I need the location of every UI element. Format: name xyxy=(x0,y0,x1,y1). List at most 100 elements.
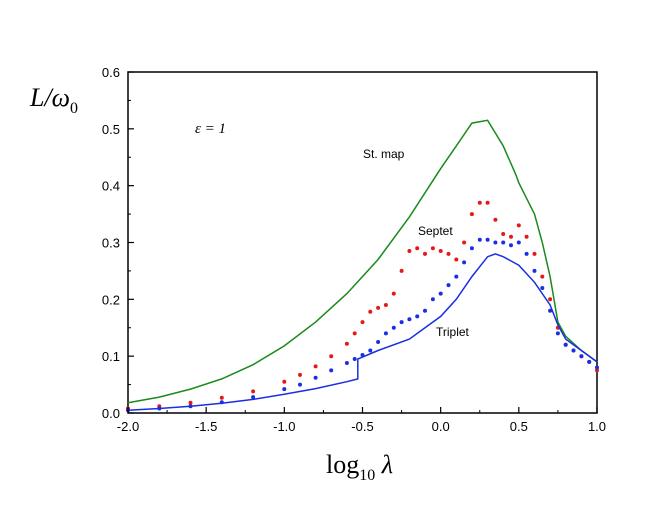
data-point-septet xyxy=(532,251,537,256)
data-point-triplet xyxy=(415,314,420,319)
data-point-septet xyxy=(493,217,498,222)
data-point-triplet xyxy=(251,395,256,400)
x-tick-label: -0.5 xyxy=(351,419,373,434)
x-tick-label: -1.0 xyxy=(273,419,295,434)
data-point-septet xyxy=(391,291,396,296)
data-point-septet xyxy=(501,232,506,236)
data-point-triplet xyxy=(329,368,334,373)
data-point-septet xyxy=(454,257,459,262)
y-tick-label: 0.4 xyxy=(102,179,120,194)
data-point-septet xyxy=(383,303,388,307)
data-point-septet xyxy=(423,251,427,256)
data-point-triplet xyxy=(407,317,412,322)
data-point-triplet xyxy=(454,274,459,279)
data-point-septet xyxy=(313,364,318,369)
data-point-septet xyxy=(407,249,412,253)
data-point-triplet xyxy=(383,331,388,336)
series-layer xyxy=(126,119,599,413)
data-point-septet xyxy=(438,249,443,253)
x-tick-label: 1.0 xyxy=(588,419,606,434)
data-point-septet xyxy=(329,354,334,359)
x-axis-title-sub: 10 xyxy=(359,467,375,484)
x-tick-label: -2.0 xyxy=(117,419,139,434)
x-axis-title: log10 λ xyxy=(326,450,393,484)
data-point-triplet xyxy=(493,240,498,245)
y-tick-label: 0.1 xyxy=(102,349,120,364)
x-tick-label: 0.0 xyxy=(432,419,450,434)
data-point-septet xyxy=(430,246,435,251)
data-point-triplet xyxy=(282,387,287,392)
data-point-triplet xyxy=(563,342,568,347)
data-point-triplet xyxy=(313,375,318,380)
data-point-triplet xyxy=(548,308,553,313)
data-point-septet xyxy=(376,305,381,310)
data-point-septet xyxy=(548,297,553,302)
data-point-triplet xyxy=(376,340,381,344)
data-point-triplet xyxy=(501,240,506,245)
data-point-septet xyxy=(298,372,302,377)
y-tick-label: 0.3 xyxy=(102,236,120,251)
data-point-septet xyxy=(399,268,404,273)
parameter-label: ε = 1 xyxy=(195,121,226,137)
y-tick-label: 0.0 xyxy=(102,406,120,421)
data-point-septet xyxy=(368,309,373,314)
data-point-septet xyxy=(509,234,513,239)
data-point-triplet xyxy=(524,251,529,256)
data-point-septet xyxy=(251,389,256,394)
data-point-triplet xyxy=(540,286,545,290)
data-point-triplet xyxy=(587,359,592,364)
data-point-septet xyxy=(352,331,357,336)
data-point-triplet xyxy=(462,260,467,265)
x-tick-label: 0.5 xyxy=(510,419,528,434)
data-point-septet xyxy=(282,379,287,384)
data-point-septet xyxy=(595,368,599,373)
data-point-septet xyxy=(415,246,420,251)
data-point-septet xyxy=(477,200,482,205)
data-point-triplet xyxy=(477,237,482,242)
data-point-septet xyxy=(462,240,467,245)
series-label-st-map: St. map xyxy=(363,147,405,161)
series-line-triplet xyxy=(127,253,598,411)
data-point-triplet xyxy=(391,325,396,330)
data-point-triplet xyxy=(509,243,513,248)
data-point-triplet xyxy=(352,357,357,361)
data-point-triplet xyxy=(579,354,584,359)
series-label-triplet: Triplet xyxy=(436,325,470,339)
y-tick-label: 0.6 xyxy=(102,65,120,80)
data-point-triplet xyxy=(368,348,373,353)
data-point-septet xyxy=(360,320,365,325)
data-point-septet xyxy=(516,223,521,228)
data-point-triplet xyxy=(423,308,427,313)
data-point-triplet xyxy=(469,246,474,251)
data-point-septet xyxy=(524,234,529,239)
data-point-triplet xyxy=(595,365,599,370)
y-axis-title: L/ω0 xyxy=(29,83,78,117)
x-axis-title-tail: λ xyxy=(375,450,393,479)
data-point-septet xyxy=(469,212,474,217)
data-point-triplet xyxy=(344,361,349,365)
data-point-triplet xyxy=(446,283,451,288)
data-point-triplet xyxy=(399,320,404,325)
data-point-septet xyxy=(219,395,224,400)
data-point-triplet xyxy=(485,237,490,242)
data-point-septet xyxy=(188,400,193,405)
data-point-triplet xyxy=(516,240,521,245)
y-tick-label: 0.2 xyxy=(102,292,120,307)
y-tick-label: 0.5 xyxy=(102,122,120,137)
data-point-septet xyxy=(540,274,545,279)
series-label-septet: Septet xyxy=(418,224,453,238)
data-point-triplet xyxy=(438,291,443,296)
x-tick-label: -1.5 xyxy=(195,419,217,434)
data-point-septet xyxy=(446,251,451,256)
data-point-triplet xyxy=(571,348,576,353)
data-point-triplet xyxy=(298,382,302,387)
data-point-triplet xyxy=(430,297,435,302)
data-point-triplet xyxy=(555,331,560,336)
data-point-septet xyxy=(344,341,349,346)
series-line-st-map xyxy=(127,119,598,404)
data-point-septet xyxy=(485,200,490,205)
y-axis-title-sub: 0 xyxy=(70,100,78,117)
data-point-triplet xyxy=(532,268,537,273)
tick-layer: -2.0 -1.5 -1.0 -0.5 0.0 0.5 1.0 0.0 0.1 0.2 0.3 0.4… xyxy=(102,65,606,434)
